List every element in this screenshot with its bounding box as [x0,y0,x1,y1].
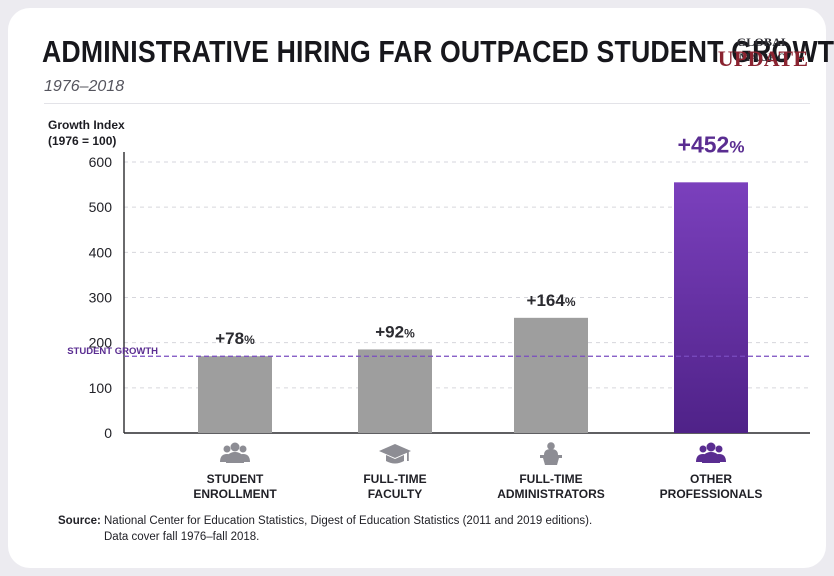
source-line-2: Data cover fall 1976–fall 2018. [104,531,260,543]
x-category-label-line2: ENROLLMENT [193,487,277,501]
bar-3 [514,317,588,433]
logo-text-top: GLOBAL MACRO [736,35,790,64]
y-tick-label: 600 [89,154,113,170]
bar-4 [674,182,748,433]
podium-speaker-icon [540,442,562,465]
y-tick-label: 100 [89,380,113,396]
chart-subtitle: 1976–2018 [44,78,125,95]
x-category-label-line1: STUDENT [207,472,264,486]
users-icon [696,442,726,463]
logo-text-bottom: UPDATE [717,46,809,71]
bar-1 [198,356,272,433]
x-category-label-line2: FACULTY [368,487,422,501]
source-line-1: National Center for Education Statistics… [104,515,593,527]
y-axis-label-line1: Growth Index [48,118,125,132]
x-category-label-line2: PROFESSIONALS [660,487,763,501]
bar-2 [358,349,432,433]
reference-line-label: STUDENT GROWTH [67,346,158,357]
y-axis-label-line2: (1976 = 100) [48,134,117,148]
chart-title: ADMINISTRATIVE HIRING FAR OUTPACED STUDE… [42,34,834,69]
y-tick-label: 300 [89,290,113,306]
y-tick-label: 200 [89,335,113,351]
x-category-label-line1: FULL-TIME [519,472,582,486]
data-label-2: +92% [375,322,415,341]
x-category-label-line1: FULL-TIME [363,472,426,486]
source-label: Source: [58,515,101,527]
x-category-label-line2: ADMINISTRATORS [497,487,605,501]
source-note: Source: National Center for Education Sta… [58,513,592,545]
data-label-3: +164% [527,291,576,310]
data-label-4: +452% [678,131,745,157]
x-category-label-line1: OTHER [690,472,732,486]
y-tick-label: 400 [89,244,113,260]
y-tick-label: 500 [89,199,113,215]
y-axis-label: Growth Index (1976 = 100) [48,117,125,149]
header-divider [44,103,810,104]
source-text: National Center for Education Statistics… [104,513,592,545]
users-icon [220,442,250,463]
graduation-cap-icon [379,444,411,464]
y-tick-label: 0 [104,425,112,441]
data-label-1: +78% [215,329,255,348]
